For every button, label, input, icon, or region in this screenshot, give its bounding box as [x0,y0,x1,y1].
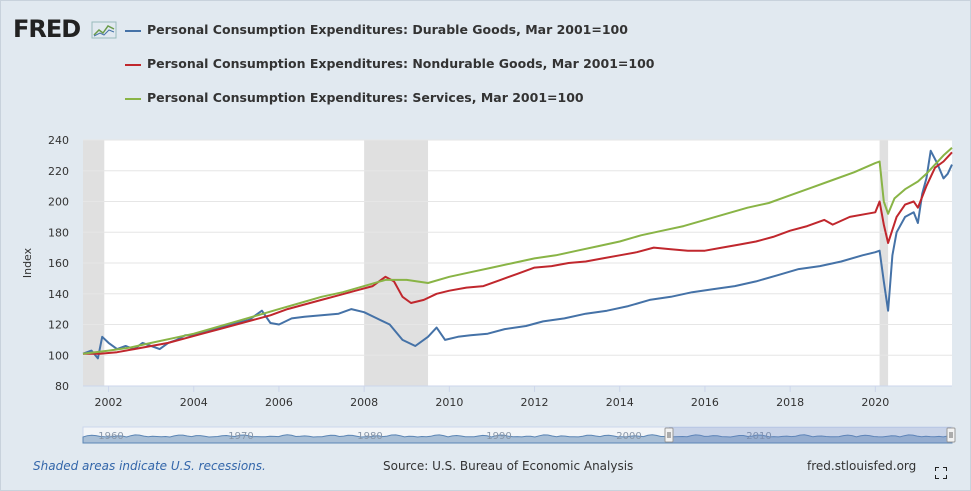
x-tick-label: 2006 [265,396,293,409]
navigator-label: 1970 [228,431,253,442]
navigator-selection [669,427,951,443]
series-line-nondurable [83,151,953,355]
legend-swatch-services [125,98,141,100]
range-navigator[interactable]: 1960 1970 1980 1990 2000 2010 [82,426,956,444]
y-tick-label: 220 [48,165,69,178]
legend-swatch-nondurable [125,64,141,66]
x-tick-label: 2004 [180,396,208,409]
y-tick-label: 200 [48,196,69,209]
y-axis-label: Index [21,247,34,278]
series-line-services [82,146,953,355]
navigator-series [82,431,953,444]
y-tick-label: 140 [48,288,69,301]
y-tick-label: 80 [55,380,69,393]
source-text: Source: U.S. Bureau of Economic Analysis [383,459,634,473]
navigator-label: 1990 [486,431,511,442]
y-tick-label: 180 [48,226,69,239]
y-tick-label: 120 [48,319,69,332]
navigator-label: 2000 [616,431,641,442]
legend-label-nondurable: Personal Consumption Expenditures: Nondu… [147,56,655,71]
fred-chart-icon [91,21,117,39]
x-tick-label: 2020 [861,396,889,409]
site-link[interactable]: fred.stlouisfed.org [807,459,917,473]
x-tick-label: 2002 [95,396,123,409]
recession-note: Shaded areas indicate U.S. recessions. [33,459,266,473]
x-tick-label: 2016 [691,396,719,409]
navigator-label: 2010 [746,431,771,442]
navigator-handle-right[interactable] [946,427,956,443]
fred-logo[interactable]: FRED [13,15,81,43]
x-tick-label: 2010 [435,396,463,409]
navigator-handle-left[interactable] [664,427,674,443]
y-tick-label: 160 [48,257,69,270]
y-tick-label: 100 [48,349,69,362]
legend-label-services: Personal Consumption Expenditures: Servi… [147,90,584,105]
navigator-label: 1980 [357,431,382,442]
navigator-label: 1960 [98,431,123,442]
x-tick-label: 2014 [606,396,634,409]
legend-swatch-durable [125,30,141,32]
fullscreen-icon[interactable] [935,467,947,479]
x-tick-label: 2018 [776,396,804,409]
y-tick-label: 240 [48,134,69,147]
legend-label-durable: Personal Consumption Expenditures: Durab… [147,22,628,37]
x-tick-label: 2012 [521,396,549,409]
x-tick-label: 2008 [350,396,378,409]
